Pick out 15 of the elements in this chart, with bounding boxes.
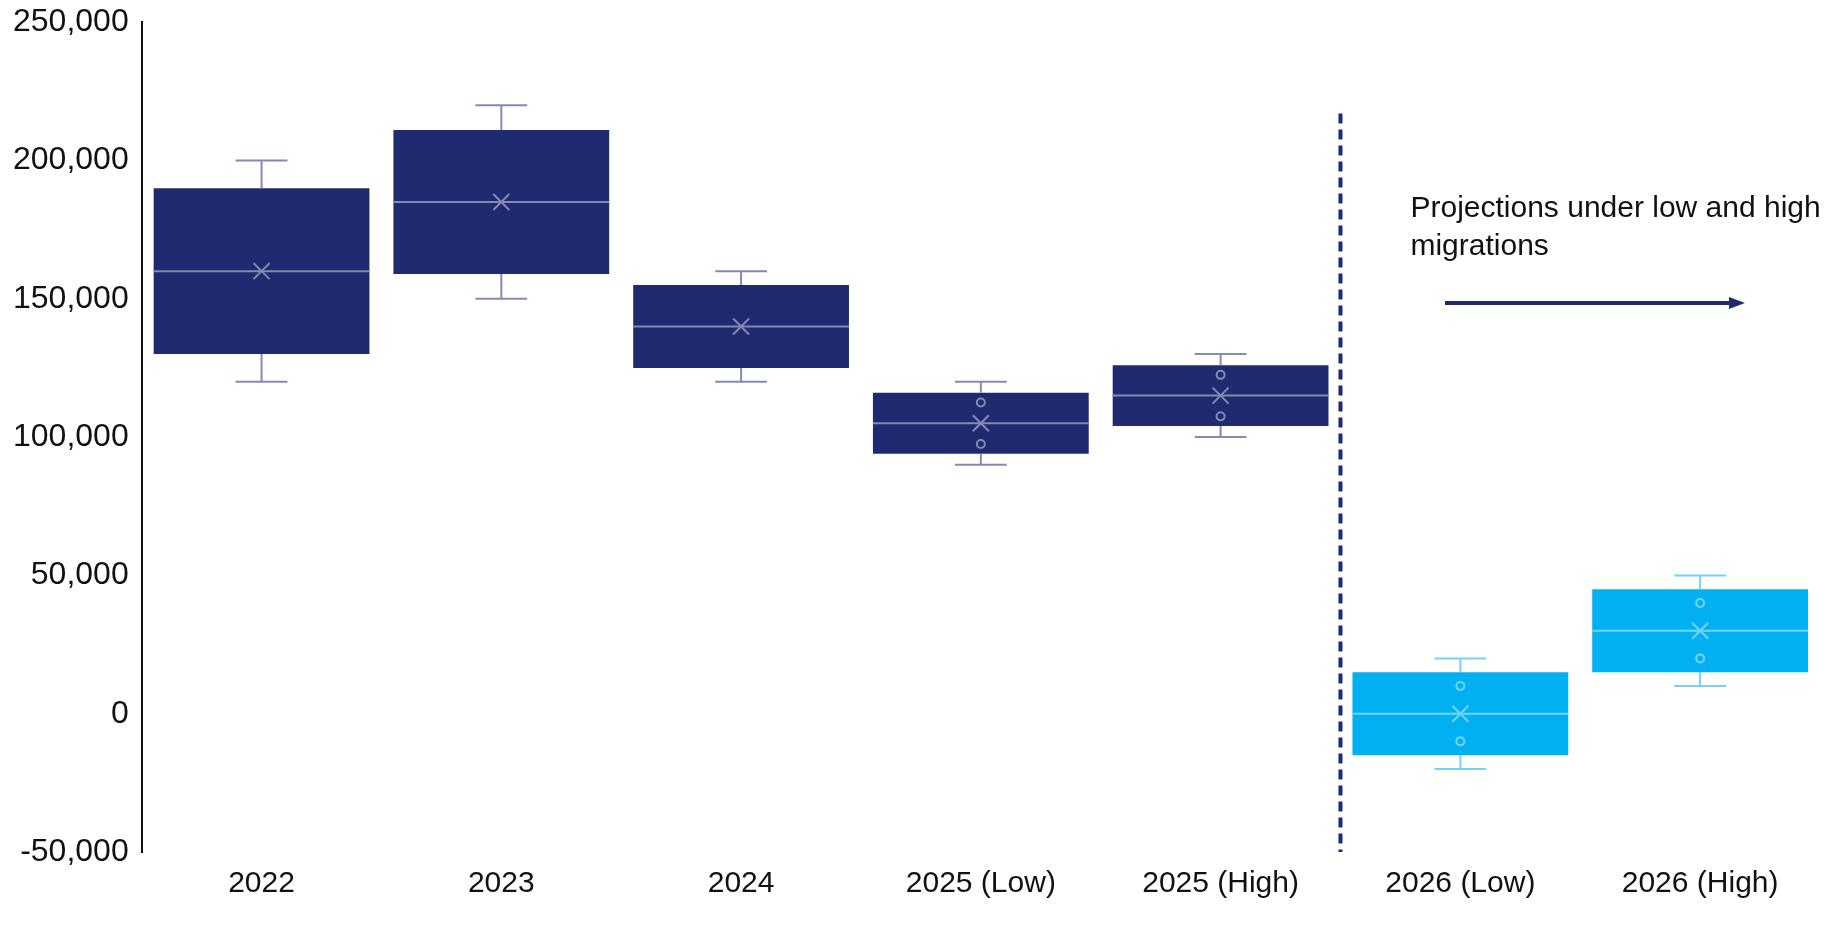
x-tick-label: 2022 (228, 865, 295, 899)
x-tick-label: 2026 (Low) (1385, 865, 1536, 899)
annotation: Projections under low and high migrations (1410, 189, 1822, 264)
x-tick-label: 2026 (High) (1621, 865, 1779, 899)
y-tick-label: 0 (110, 693, 129, 730)
y-tick-label: -50,000 (20, 831, 129, 868)
y-tick-label: 250,000 (13, 2, 129, 39)
x-tick-label: 2023 (467, 865, 535, 899)
y-tick-label: 100,000 (13, 416, 129, 453)
y-tick-label: 150,000 (13, 278, 129, 315)
x-tick-label: 2024 (707, 865, 775, 899)
x-tick-label: 2025 (Low) (905, 865, 1056, 899)
y-tick-label: 50,000 (30, 555, 129, 592)
y-tick-label: 200,000 (13, 140, 129, 177)
x-tick-label: 2025 (High) (1142, 865, 1299, 899)
